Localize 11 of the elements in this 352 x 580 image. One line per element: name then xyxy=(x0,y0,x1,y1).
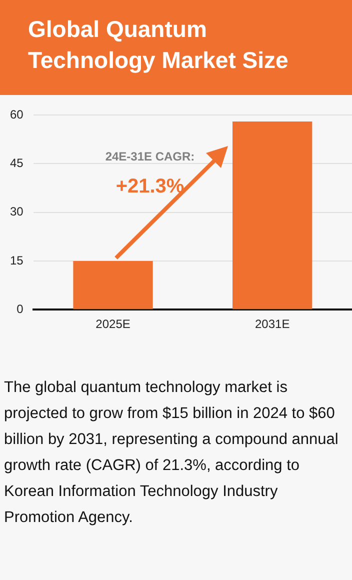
y-tick-label: 30 xyxy=(10,204,24,219)
x-tick-label: 2031E xyxy=(254,317,290,332)
y-tick-label: 45 xyxy=(10,156,24,170)
chart-title: Global Quantum Technology Market Size xyxy=(28,15,290,75)
annotation: +21.3% xyxy=(116,176,184,198)
text: The global quantum technology market is projected to grow from $15 billion in 2024 to $60 billion by 2031, representing a compound annual growth rate (CAGR) of 21.3%, according to Korean Information Technology Industry Promotion Agency. xyxy=(3,378,340,528)
y-tick-label: 60 xyxy=(10,107,24,122)
y-tick-label: 0 xyxy=(16,302,24,316)
y-tick-label: 15 xyxy=(10,253,24,268)
annotation: 24E-31E CAGR: xyxy=(105,149,195,164)
x-tick-label: 2025E xyxy=(96,317,130,332)
